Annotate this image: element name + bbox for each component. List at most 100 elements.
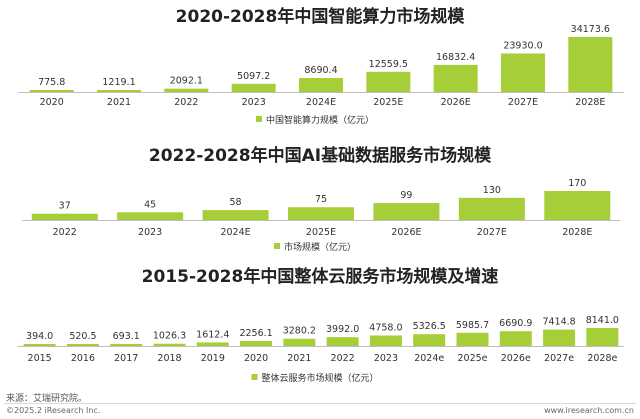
data-label-2028E: 34173.6	[571, 24, 610, 35]
x-tick-label-2025E: 2025E	[306, 227, 336, 238]
data-label-2022: 37	[59, 201, 71, 212]
data-label-2024e: 5326.5	[413, 321, 446, 332]
data-label-2024E: 8690.4	[304, 65, 337, 76]
x-tick-label-2028e: 2028e	[587, 353, 617, 364]
x-tick-label-2021: 2021	[107, 97, 131, 108]
data-label-2026E: 99	[400, 190, 412, 201]
data-label-2017: 693.1	[113, 331, 140, 342]
legend-label: 整体云服务市场规模（亿元）	[262, 372, 379, 384]
bar-2024E	[202, 210, 269, 220]
data-label-2020: 2256.1	[239, 328, 272, 339]
x-tick-label-2023: 2023	[138, 227, 162, 238]
bar-2027e	[543, 329, 576, 346]
bar-2015	[23, 344, 56, 346]
website-url: www.iresearch.com.cn	[544, 406, 634, 415]
bar-2026E	[373, 203, 440, 220]
bar-2022	[326, 337, 359, 346]
x-tick-label-2027E: 2027E	[477, 227, 507, 238]
data-label-2023: 4758.0	[369, 322, 402, 333]
bar-2022	[31, 213, 98, 220]
x-tick-label-2018: 2018	[157, 353, 181, 364]
x-tick-label-2020: 2020	[244, 353, 268, 364]
chart-title: 2015-2028年中国整体云服务市场规模及增速	[142, 266, 499, 287]
data-label-2026E: 16832.4	[436, 52, 475, 63]
footer-divider	[4, 403, 636, 404]
x-tick-label-2017: 2017	[114, 353, 138, 364]
x-tick-label-2028E: 2028E	[562, 227, 592, 238]
data-label-2021: 1219.1	[102, 77, 135, 88]
bar-2023	[231, 83, 276, 92]
bar-2018	[153, 343, 186, 346]
bar-2025E	[366, 71, 411, 92]
chart-canvas: 2020-2028年中国智能算力市场规模 775.8 2020 1219.1 2021 2…	[18, 6, 624, 384]
data-label-2018: 1026.3	[153, 331, 186, 342]
bar-2027E	[458, 197, 525, 220]
x-tick-label-2022: 2022	[53, 227, 77, 238]
x-tick-label-2023: 2023	[242, 97, 266, 108]
bar-2028E	[544, 191, 611, 220]
x-tick-label-2026E: 2026E	[441, 97, 471, 108]
x-tick-label-2021: 2021	[287, 353, 311, 364]
bar-2020	[240, 341, 273, 346]
x-tick-label-2023: 2023	[374, 353, 398, 364]
bar-2025E	[288, 207, 354, 220]
x-tick-label-2024E: 2024E	[306, 97, 336, 108]
bar-2022	[164, 88, 209, 92]
bar-2023	[117, 212, 184, 220]
x-tick-label-2019: 2019	[201, 353, 225, 364]
footer: 来源：艾瑞研究院。 ©2025.2 iResearch Inc. www.ire…	[0, 390, 640, 419]
bar-2020	[29, 90, 74, 92]
data-label-2025e: 5985.7	[456, 320, 489, 331]
x-tick-label-2027E: 2027E	[508, 97, 538, 108]
bar-2028E	[568, 37, 613, 92]
x-tick-label-2025E: 2025E	[373, 97, 403, 108]
legend-label: 市场规模（亿元）	[284, 241, 356, 253]
data-label-2028E: 170	[568, 178, 586, 189]
data-label-2016: 520.5	[69, 331, 96, 342]
bar-2028e	[586, 328, 619, 346]
legend-swatch	[274, 243, 280, 249]
bar-2026e	[499, 331, 532, 346]
data-label-2027E: 130	[483, 185, 501, 196]
x-tick-label-2024e: 2024e	[414, 353, 444, 364]
bar-2021	[97, 90, 141, 92]
x-tick-label-2022: 2022	[331, 353, 355, 364]
legend-swatch	[251, 374, 258, 380]
x-tick-label-2028E: 2028E	[575, 97, 605, 108]
copyright: ©2025.2 iResearch Inc.	[6, 406, 101, 415]
bar-2017	[110, 344, 143, 346]
data-label-2023: 5097.2	[237, 71, 270, 82]
data-label-2025E: 75	[315, 194, 327, 205]
chart-title: 2022-2028年中国AI基础数据服务市场规模	[149, 145, 492, 166]
x-tick-label-2022: 2022	[174, 97, 198, 108]
data-label-2028e: 8141.0	[586, 315, 619, 326]
data-label-2022: 2092.1	[170, 76, 203, 87]
bar-2016	[66, 344, 99, 346]
x-tick-label-2016: 2016	[71, 353, 95, 364]
data-label-2027E: 23930.0	[503, 40, 542, 51]
bar-2026E	[433, 64, 478, 92]
data-label-2021: 3280.2	[283, 326, 316, 337]
legend-label: 中国智能算力规模（亿元）	[266, 114, 374, 126]
x-tick-label-2024E: 2024E	[220, 227, 250, 238]
x-tick-label-2026e: 2026e	[501, 353, 531, 364]
bar-2023	[369, 335, 402, 346]
bar-2027E	[501, 53, 545, 92]
x-tick-label-2026E: 2026E	[391, 227, 421, 238]
data-label-2020: 775.8	[38, 77, 65, 88]
x-tick-label-2015: 2015	[28, 353, 52, 364]
data-label-2022: 3992.0	[326, 324, 359, 335]
x-tick-label-2027e: 2027e	[544, 353, 574, 364]
data-label-2027e: 7414.8	[542, 317, 575, 328]
data-label-2024E: 58	[230, 197, 242, 208]
bar-2021	[283, 338, 316, 346]
data-label-2023: 45	[144, 199, 156, 210]
bar-2024E	[299, 78, 343, 92]
data-label-2025E: 12559.5	[369, 59, 408, 70]
source-note: 来源：艾瑞研究院。	[6, 394, 88, 404]
bar-2019	[196, 342, 229, 346]
data-label-2015: 394.0	[26, 331, 53, 342]
x-tick-label-2020: 2020	[40, 97, 64, 108]
chart-title: 2020-2028年中国智能算力市场规模	[176, 6, 466, 27]
bar-2025e	[456, 332, 489, 346]
